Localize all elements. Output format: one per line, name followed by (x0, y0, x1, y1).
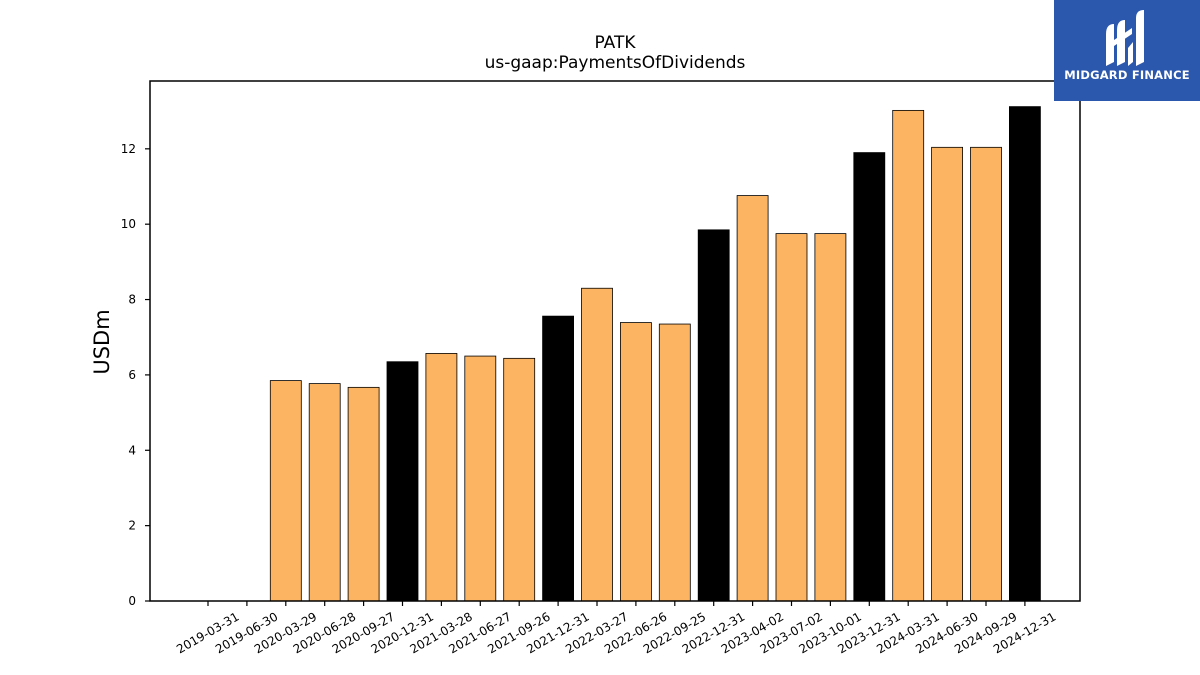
bar-2020-06-28 (308, 383, 341, 602)
plot-frame (149, 80, 1081, 602)
y-tick-label: 8 (128, 293, 136, 307)
bar-2022-09-25 (658, 323, 691, 602)
y-tick-label: 6 (128, 368, 136, 382)
chart-subtitle: us-gaap:PaymentsOfDividends (485, 53, 746, 73)
chart-title: PATK (594, 33, 636, 53)
bar-2021-12-31 (542, 315, 574, 602)
bar-2024-03-31 (892, 109, 925, 602)
y-axis-ticks: 0 2 4 6 8 10 12 (121, 142, 150, 608)
bar-2022-03-27 (581, 287, 613, 602)
bar-2021-06-27 (464, 355, 497, 602)
bar-2022-12-31 (697, 229, 730, 602)
bar-2024-09-29 (970, 146, 1002, 602)
bar-2020-12-31 (386, 361, 419, 602)
bar-2022-06-26 (620, 322, 652, 602)
logo-text: MIDGARD FINANCE (1064, 68, 1190, 82)
y-tick-label: 0 (128, 594, 136, 608)
y-tick-label: 2 (128, 519, 136, 533)
bars-group (269, 106, 1041, 602)
y-tick-label: 4 (128, 443, 136, 457)
midgard-m-logo-icon (1106, 10, 1144, 66)
bar-2024-12-31 (1009, 106, 1041, 602)
bar-2023-10-01 (814, 233, 847, 602)
bar-2023-12-31 (853, 152, 886, 602)
bar-2024-06-30 (931, 146, 963, 602)
bar-2023-04-02 (736, 195, 769, 602)
y-axis-label: USDm (90, 309, 114, 374)
bar-2023-07-02 (775, 233, 808, 602)
bar-2021-09-26 (503, 357, 536, 602)
y-tick-label: 10 (121, 217, 136, 231)
midgard-finance-logo: MIDGARD FINANCE (1054, 0, 1200, 101)
bar-2020-03-29 (269, 380, 302, 602)
y-tick-label: 12 (121, 142, 136, 156)
x-axis-ticks: 2019-03-312019-06-302020-03-292020-06-28… (174, 601, 1058, 656)
bar-2021-03-28 (425, 353, 458, 602)
bar-2020-09-27 (347, 386, 380, 602)
